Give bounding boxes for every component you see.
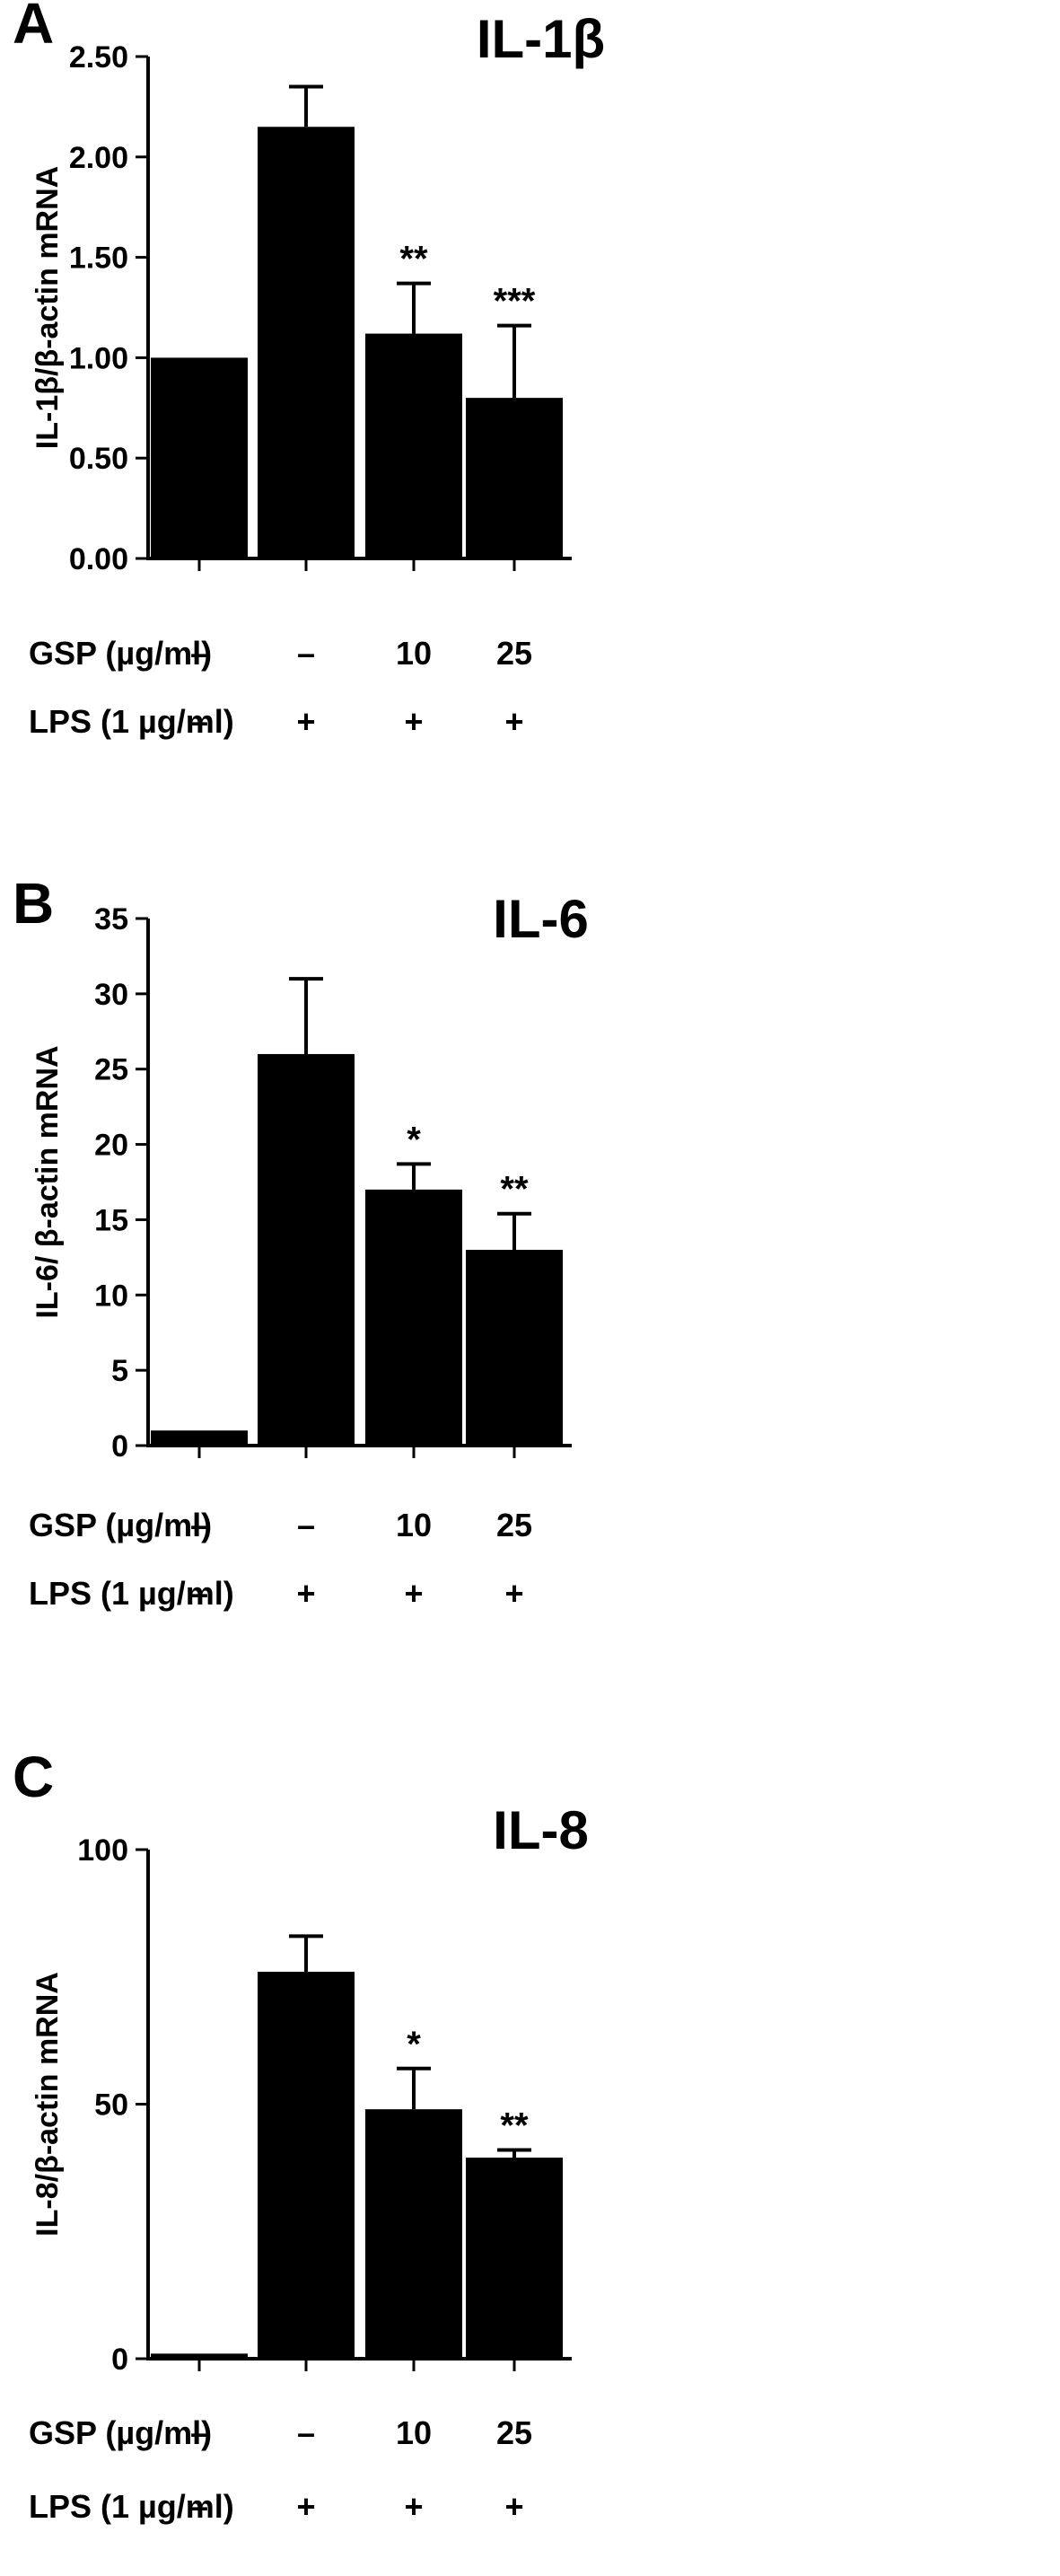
y-tick-label: 30 (94, 978, 128, 1012)
bar-chart-il1b: *****0.000.501.001.502.002.50IL-1β/β-act… (31, 40, 572, 576)
lps-row: LPS (1 µg/ml) – + + + (0, 699, 1060, 744)
lps-value: + (504, 2488, 524, 2525)
lps-value: + (296, 1575, 316, 1612)
gsp-value: 25 (495, 1507, 533, 1543)
panel-c: C IL-8 * ** 0 50 100 IL-8/β-actin mRNA GSP (µ… (0, 1748, 1060, 2576)
lps-value: + (504, 703, 524, 740)
panel-b: B IL-6 * ** 0 5 10 15 20 25 30 35 IL-6/ β-actin mR… (0, 875, 1060, 1706)
bar (365, 2109, 462, 2359)
gsp-value: – (296, 1507, 316, 1543)
lps-label: LPS (1 µg/ml) (29, 1575, 234, 1612)
y-tick-label: 0 (111, 2343, 128, 2377)
bar (151, 1430, 248, 1446)
lps-value: – (189, 1575, 209, 1612)
lps-value: + (404, 1575, 424, 1612)
lps-value: + (504, 1575, 524, 1612)
significance-label: ** (500, 2106, 529, 2146)
gsp-value: 10 (395, 1507, 433, 1543)
significance-label: *** (494, 282, 536, 321)
bar (258, 1053, 355, 1446)
y-axis-label: IL-6/ β-actin mRNA (31, 1045, 65, 1318)
gsp-value: 25 (495, 2414, 533, 2451)
gsp-value: – (189, 2414, 209, 2451)
y-tick-label: 1.00 (69, 341, 128, 375)
lps-value: – (189, 703, 209, 740)
gsp-label: GSP (µg/ml) (29, 2414, 213, 2451)
gsp-value: – (189, 635, 209, 672)
y-tick-label: 15 (94, 1203, 128, 1237)
y-tick-label: 2.50 (69, 40, 128, 75)
gsp-value: 10 (395, 635, 433, 672)
lps-row: LPS (1 µg/ml) – + + + (0, 1571, 1060, 1616)
y-tick-label: 25 (94, 1053, 128, 1087)
panel-a: A IL-1β ** *** 0.00 0.50 1.00 1.50 2.00 2.50 IL-… (0, 0, 1060, 826)
significance-label: ** (399, 240, 428, 279)
y-tick-label: 5 (111, 1354, 128, 1388)
gsp-row: GSP (µg/ml) – – 10 25 (0, 631, 1060, 676)
gsp-row: GSP (µg/ml) – – 10 25 (0, 1503, 1060, 1548)
significance-label: * (407, 2025, 421, 2064)
y-tick-label: 2.00 (69, 141, 128, 175)
bar (466, 2158, 563, 2359)
significance-label: * (407, 1120, 421, 1159)
lps-label: LPS (1 µg/ml) (29, 2488, 234, 2525)
lps-value: + (296, 703, 316, 740)
y-tick-label: 0 (111, 1429, 128, 1464)
y-axis-label: IL-1β/β-actin mRNA (31, 166, 65, 449)
gsp-label: GSP (µg/ml) (29, 1507, 213, 1543)
bar (365, 1189, 462, 1446)
bar (258, 127, 355, 558)
bar (365, 333, 462, 558)
panel-letter: A (13, 0, 55, 56)
lps-row: LPS (1 µg/ml) – + + + (0, 2484, 1060, 2529)
bar (258, 1972, 355, 2359)
lps-label: LPS (1 µg/ml) (29, 703, 234, 740)
bar (466, 398, 563, 558)
y-tick-label: 0.00 (69, 542, 128, 576)
bar (151, 2353, 248, 2359)
panel-letter: C (13, 1745, 55, 1809)
y-tick-label: 50 (94, 2088, 128, 2123)
y-tick-label: 10 (94, 1279, 128, 1313)
bar (151, 357, 248, 558)
y-tick-label: 100 (77, 1833, 128, 1868)
chart-title: IL-1β (476, 9, 606, 69)
y-tick-label: 20 (94, 1129, 128, 1163)
gsp-value: – (296, 2414, 316, 2451)
lps-value: – (189, 2488, 209, 2525)
gsp-value: 10 (395, 2414, 433, 2451)
lps-value: + (404, 2488, 424, 2525)
y-tick-label: 35 (94, 902, 128, 936)
chart-title: IL-6 (493, 889, 589, 949)
y-axis-label: IL-8/β-actin mRNA (31, 1972, 65, 2237)
y-tick-label: 1.50 (69, 242, 128, 276)
gsp-value: – (189, 1507, 209, 1543)
bar (466, 1249, 563, 1446)
gsp-value: – (296, 635, 316, 672)
y-tick-label: 0.50 (69, 442, 128, 476)
chart-title: IL-8 (493, 1800, 589, 1860)
gsp-label: GSP (µg/ml) (29, 635, 213, 672)
gsp-row: GSP (µg/ml) – – 10 25 (0, 2411, 1060, 2456)
gsp-value: 25 (495, 635, 533, 672)
lps-value: + (296, 2488, 316, 2525)
lps-value: + (404, 703, 424, 740)
significance-label: ** (500, 1170, 529, 1209)
panel-letter: B (13, 871, 55, 936)
